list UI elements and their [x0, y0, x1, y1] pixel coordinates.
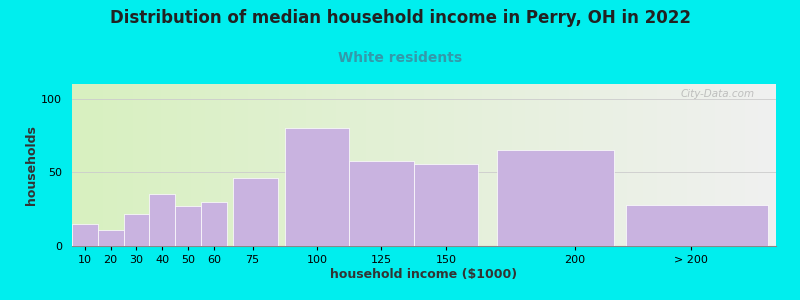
- Bar: [123, 214, 150, 246]
- Bar: [98, 230, 123, 246]
- X-axis label: household income ($1000): household income ($1000): [330, 268, 518, 281]
- Bar: [72, 224, 98, 246]
- Bar: [175, 206, 201, 246]
- Bar: [201, 202, 226, 246]
- Text: Distribution of median household income in Perry, OH in 2022: Distribution of median household income …: [110, 9, 690, 27]
- Text: White residents: White residents: [338, 51, 462, 65]
- Bar: [233, 178, 278, 246]
- Bar: [285, 128, 350, 246]
- Bar: [350, 160, 414, 246]
- Bar: [626, 205, 768, 246]
- Text: City-Data.com: City-Data.com: [681, 89, 755, 99]
- Y-axis label: households: households: [26, 125, 38, 205]
- Bar: [150, 194, 175, 246]
- Bar: [498, 150, 614, 246]
- Bar: [414, 164, 478, 246]
